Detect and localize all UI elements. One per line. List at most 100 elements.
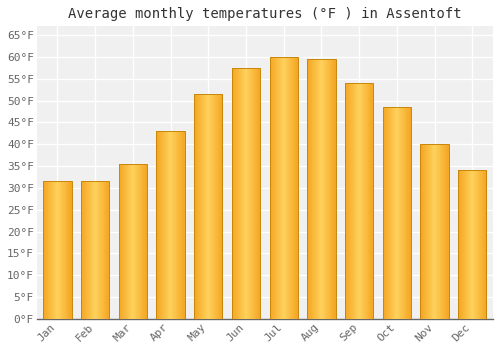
- Bar: [473, 170, 474, 319]
- Bar: [211, 94, 212, 319]
- Bar: [402, 107, 404, 319]
- Bar: [391, 107, 392, 319]
- Bar: [239, 68, 240, 319]
- Bar: [125, 164, 126, 319]
- Bar: [362, 83, 364, 319]
- Bar: [429, 144, 430, 319]
- Bar: [216, 94, 217, 319]
- Bar: [445, 144, 446, 319]
- Bar: [242, 68, 244, 319]
- Bar: [246, 68, 247, 319]
- Bar: [252, 68, 253, 319]
- Bar: [86, 181, 87, 319]
- Bar: [278, 57, 279, 319]
- Bar: [136, 164, 137, 319]
- Bar: [320, 59, 321, 319]
- Bar: [178, 131, 179, 319]
- Bar: [421, 144, 422, 319]
- Bar: [270, 57, 298, 319]
- Bar: [128, 164, 130, 319]
- Bar: [251, 68, 252, 319]
- Bar: [424, 144, 425, 319]
- Bar: [382, 107, 384, 319]
- Bar: [138, 164, 140, 319]
- Bar: [103, 181, 104, 319]
- Bar: [484, 170, 485, 319]
- Bar: [334, 59, 335, 319]
- Bar: [272, 57, 273, 319]
- Bar: [284, 57, 285, 319]
- Bar: [390, 107, 392, 319]
- Bar: [83, 181, 84, 319]
- Bar: [270, 57, 271, 319]
- Bar: [244, 68, 246, 319]
- Bar: [469, 170, 470, 319]
- Bar: [65, 181, 66, 319]
- Bar: [51, 181, 52, 319]
- Bar: [291, 57, 292, 319]
- Bar: [84, 181, 86, 319]
- Bar: [471, 170, 472, 319]
- Bar: [357, 83, 358, 319]
- Bar: [430, 144, 431, 319]
- Bar: [308, 59, 336, 319]
- Bar: [329, 59, 330, 319]
- Bar: [100, 181, 101, 319]
- Bar: [444, 144, 446, 319]
- Bar: [481, 170, 482, 319]
- Bar: [369, 83, 370, 319]
- Bar: [485, 170, 486, 319]
- Title: Average monthly temperatures (°F ) in Assentoft: Average monthly temperatures (°F ) in As…: [68, 7, 462, 21]
- Bar: [44, 181, 45, 319]
- Bar: [396, 107, 397, 319]
- Bar: [387, 107, 388, 319]
- Bar: [194, 94, 195, 319]
- Bar: [205, 94, 206, 319]
- Bar: [313, 59, 314, 319]
- Bar: [142, 164, 143, 319]
- Bar: [44, 181, 72, 319]
- Bar: [169, 131, 170, 319]
- Bar: [82, 181, 83, 319]
- Bar: [401, 107, 402, 319]
- Bar: [208, 94, 209, 319]
- Bar: [163, 131, 164, 319]
- Bar: [464, 170, 466, 319]
- Bar: [243, 68, 244, 319]
- Bar: [420, 144, 421, 319]
- Bar: [156, 131, 157, 319]
- Bar: [93, 181, 94, 319]
- Bar: [180, 131, 182, 319]
- Bar: [273, 57, 274, 319]
- Bar: [439, 144, 440, 319]
- Bar: [248, 68, 249, 319]
- Bar: [210, 94, 211, 319]
- Bar: [220, 94, 221, 319]
- Bar: [184, 131, 185, 319]
- Bar: [346, 83, 347, 319]
- Bar: [364, 83, 365, 319]
- Bar: [288, 57, 289, 319]
- Bar: [478, 170, 479, 319]
- Bar: [58, 181, 59, 319]
- Bar: [422, 144, 424, 319]
- Bar: [249, 68, 250, 319]
- Bar: [167, 131, 168, 319]
- Bar: [434, 144, 436, 319]
- Bar: [293, 57, 294, 319]
- Bar: [427, 144, 428, 319]
- Bar: [372, 83, 374, 319]
- Bar: [286, 57, 288, 319]
- Bar: [458, 170, 486, 319]
- Bar: [371, 83, 372, 319]
- Bar: [56, 181, 57, 319]
- Bar: [47, 181, 48, 319]
- Bar: [280, 57, 281, 319]
- Bar: [86, 181, 88, 319]
- Bar: [436, 144, 438, 319]
- Bar: [432, 144, 434, 319]
- Bar: [442, 144, 443, 319]
- Bar: [63, 181, 64, 319]
- Bar: [333, 59, 334, 319]
- Bar: [355, 83, 356, 319]
